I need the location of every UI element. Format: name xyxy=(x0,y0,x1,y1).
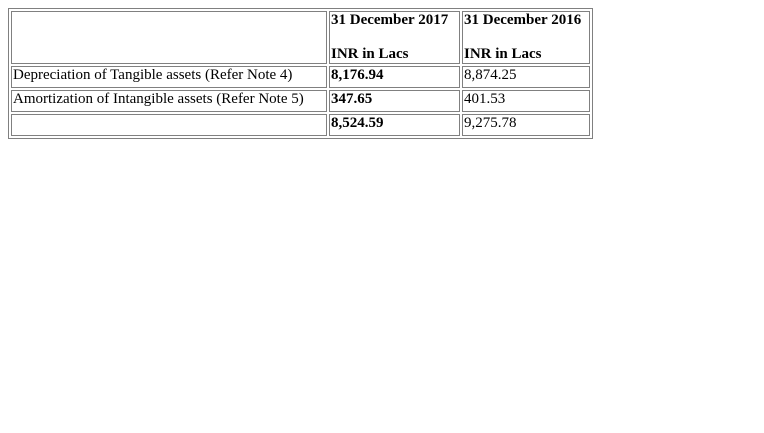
header-2016-date: 31 December 2016 xyxy=(464,12,582,28)
header-2016-unit: INR in Lacs xyxy=(464,46,542,62)
total-row: 8,524.59 9,275.78 xyxy=(11,114,590,136)
value-2017: 8,176.94 xyxy=(329,66,460,88)
total-2017: 8,524.59 xyxy=(329,114,460,136)
value-2016: 8,874.25 xyxy=(462,66,590,88)
row-label: Depreciation of Tangible assets (Refer N… xyxy=(11,66,327,88)
header-2016-cell: 31 December 2016 INR in Lacs xyxy=(462,11,590,64)
header-2017-date: 31 December 2017 xyxy=(331,12,449,28)
table-row: Amortization of Intangible assets (Refer… xyxy=(11,90,590,112)
header-2017-cell: 31 December 2017 INR in Lacs xyxy=(329,11,460,64)
value-2016: 401.53 xyxy=(462,90,590,112)
row-label xyxy=(11,114,327,136)
header-row: 31 December 2017 INR in Lacs 31 December… xyxy=(11,11,590,64)
depreciation-amortization-table: 31 December 2017 INR in Lacs 31 December… xyxy=(8,8,593,139)
row-label: Amortization of Intangible assets (Refer… xyxy=(11,90,327,112)
table-row: Depreciation of Tangible assets (Refer N… xyxy=(11,66,590,88)
value-2017: 347.65 xyxy=(329,90,460,112)
header-blank-cell xyxy=(11,11,327,64)
total-2016: 9,275.78 xyxy=(462,114,590,136)
header-2017-unit: INR in Lacs xyxy=(331,46,409,62)
